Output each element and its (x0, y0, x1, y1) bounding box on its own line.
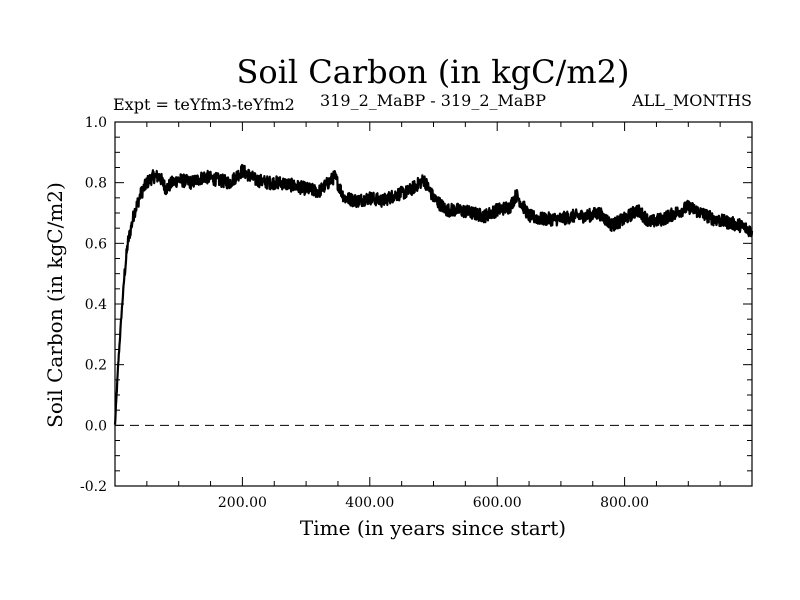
series-line-soil-carbon (113, 163, 754, 425)
y-tick-label: 1.0 (85, 115, 107, 131)
x-tick-label: 200.00 (218, 495, 267, 511)
y-tick-label: 0.4 (85, 297, 107, 313)
chart-title: Soil Carbon (in kgC/m2) (236, 53, 629, 91)
x-tick-label: 400.00 (345, 495, 394, 511)
x-tick-label: 600.00 (473, 495, 522, 511)
y-tick-label: 0.6 (85, 236, 107, 252)
x-tick-label: 800.00 (600, 495, 649, 511)
y-tick-label: 0.0 (85, 418, 107, 434)
y-tick-label: -0.2 (80, 479, 107, 495)
y-axis-label: Soil Carbon (in kgC/m2) (43, 182, 67, 428)
y-tick-label: 0.8 (85, 176, 107, 192)
experiment-label: Expt = teYfm3-teYfm2 (113, 95, 295, 114)
period-label: 319_2_MaBP - 319_2_MaBP (320, 91, 546, 110)
y-tick-label: 0.2 (85, 358, 107, 374)
plot-area: -0.2 0.0 0.2 0.4 0.6 0.8 1.0 200.00 400.00 600.00… (80, 115, 754, 511)
x-axis-label: Time (in years since start) (300, 516, 566, 540)
months-label: ALL_MONTHS (631, 91, 752, 110)
